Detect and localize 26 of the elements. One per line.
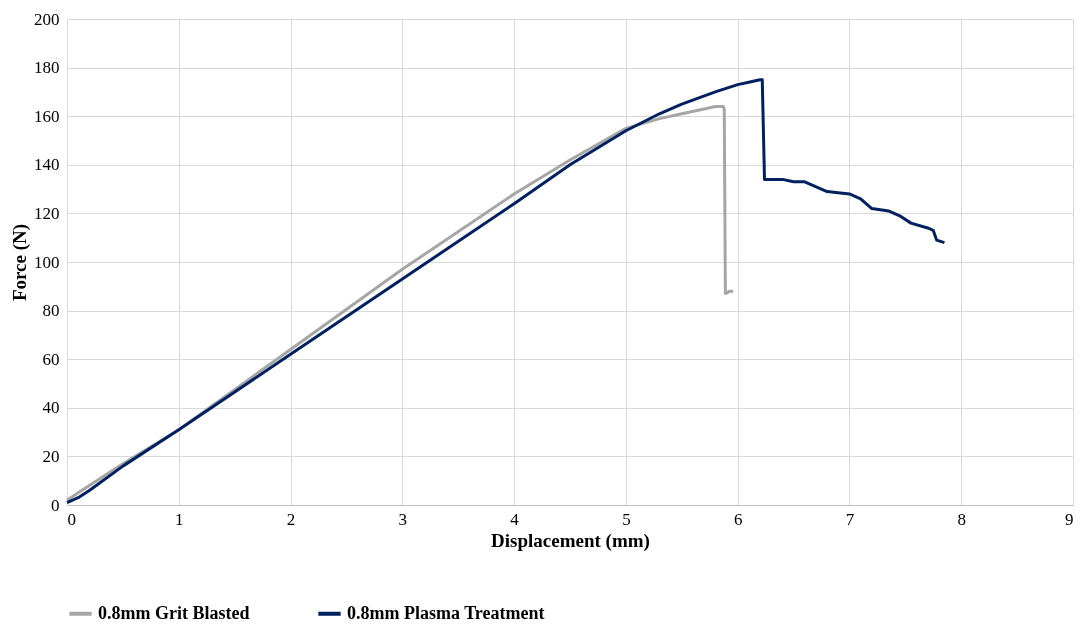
y-tick-label: 200	[34, 9, 60, 29]
x-tick-label: 4	[510, 509, 520, 529]
x-tick-label: 0	[67, 509, 76, 529]
y-tick-label: 20	[42, 446, 60, 466]
legend-label: 0.8mm Plasma Treatment	[347, 602, 545, 623]
y-tick-label: 100	[34, 252, 60, 272]
x-tick-label: 9	[1065, 509, 1074, 529]
x-tick-label: 5	[622, 509, 631, 529]
y-tick-label: 120	[34, 203, 60, 223]
y-axis-title: Force (N)	[9, 223, 31, 302]
y-tick-label: 180	[34, 58, 60, 78]
y-tick-label: 0	[51, 495, 60, 515]
x-tick-label: 3	[398, 509, 408, 529]
legend-label: 0.8mm Grit Blasted	[98, 602, 250, 623]
x-axis-title: Displacement (mm)	[491, 529, 650, 552]
y-tick-label: 140	[34, 155, 60, 175]
x-tick-label: 2	[286, 509, 296, 529]
x-tick-label: 1	[175, 509, 184, 529]
line-series	[65, 78, 946, 505]
x-tick-label: 8	[957, 509, 966, 529]
x-tick-label: 6	[733, 509, 743, 529]
y-tick-label: 40	[42, 398, 60, 418]
y-tick-label: 80	[42, 301, 60, 321]
y-tick-label: 160	[34, 106, 60, 126]
y-tick-label: 60	[42, 349, 60, 369]
x-tick-label: 7	[845, 509, 855, 529]
